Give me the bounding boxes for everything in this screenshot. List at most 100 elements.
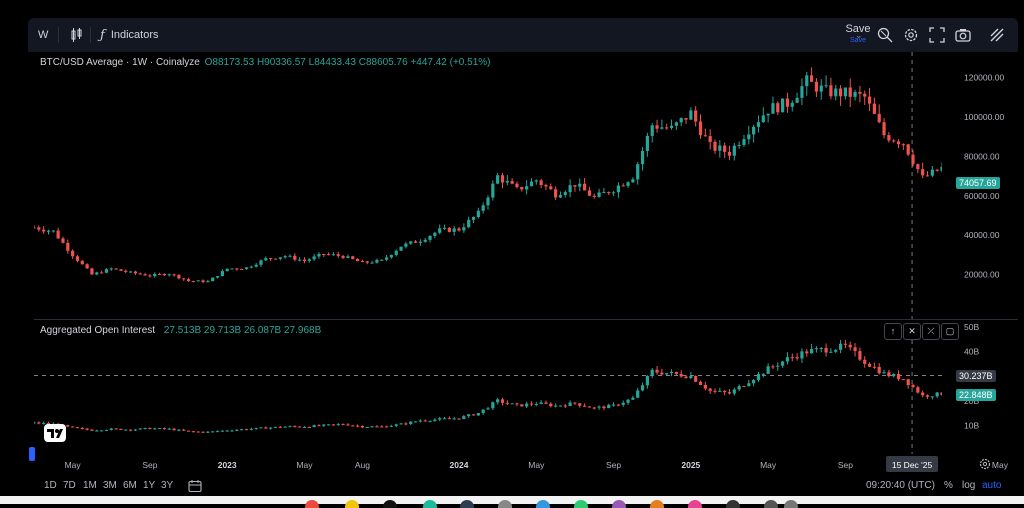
taskbar-app-icon[interactable] [305,500,319,508]
range-1d[interactable]: 1D [44,480,57,491]
oi-candle [42,423,46,425]
top-toolbar: W ƒ Indicators Save Save ⌄ [28,18,1018,52]
price-candle [442,227,447,229]
taskbar-app-icon[interactable] [574,500,588,508]
range-7d[interactable]: 7D [63,480,76,491]
price-candle [211,277,215,282]
oi-tick-label: 50B [964,322,979,332]
time-tick-label: 2025 [681,460,700,470]
oi-candle [858,351,862,360]
oi-candle [496,399,500,403]
drawing-tools-icon[interactable] [988,26,1006,44]
candles-style-button[interactable] [70,18,84,52]
oi-candle [322,424,326,426]
save-button[interactable]: Save Save [845,23,871,45]
price-candle [698,121,703,136]
oi-candle [162,428,167,430]
price-candle [737,144,741,146]
function-icon: ƒ [100,27,105,43]
gear-icon[interactable] [902,26,920,44]
price-candle [491,183,495,198]
quick-search-icon[interactable] [876,26,894,44]
tradingview-logo-icon[interactable] [44,424,66,442]
indicators-button[interactable]: ƒ Indicators [100,27,159,43]
taskbar-app-icon[interactable] [726,500,740,508]
price-candle [428,235,432,240]
taskbar-app-icon[interactable] [688,500,702,508]
chart-canvas[interactable] [34,52,942,454]
oi-candle [327,424,331,426]
price-candle [341,255,345,258]
range-6m[interactable]: 6M [123,480,137,491]
oi-candle [191,431,195,433]
range-3y[interactable]: 3Y [161,480,174,491]
price-candle [669,125,674,128]
move-pane-up-icon[interactable]: ↑ [884,323,902,340]
log-toggle[interactable]: log [962,480,976,491]
oi-candle [215,431,220,433]
utc-clock[interactable]: 09:20:40 (UTC) [866,480,935,491]
taskbar-app-icon[interactable] [345,500,359,508]
chart-window [28,18,1018,496]
range-1y[interactable]: 1Y [143,480,156,491]
oi-candle [186,430,191,432]
taskbar-app-icon[interactable] [612,500,626,508]
price-candle [650,125,654,136]
taskbar-app-icon[interactable] [498,500,512,508]
price-candle [607,192,611,194]
percent-toggle[interactable]: % [944,480,953,491]
price-candle [399,246,403,251]
oi-candle [510,403,514,405]
taskbar-app-icon[interactable] [650,500,664,508]
price-candle [109,268,113,270]
auto-toggle[interactable]: auto [982,480,1002,491]
taskbar-app-icon[interactable] [764,500,778,508]
taskbar-app-icon[interactable] [536,500,550,508]
price-candle [723,145,727,152]
chevron-down-icon[interactable]: ⌄ [855,29,863,40]
oi-candle [940,392,942,395]
time-tick-label: Aug [355,460,370,470]
price-candle [34,227,36,229]
oi-candle [394,424,398,426]
left-panel-handle[interactable] [29,447,35,461]
oi-candle [877,366,881,374]
interval-button[interactable]: W [38,29,49,41]
taskbar-app-icon[interactable] [383,500,397,508]
taskbar-app-icon[interactable] [423,500,437,508]
time-tick-label: May [296,460,313,470]
taskbar-app-icon[interactable] [460,500,474,508]
price-candle [621,185,625,187]
oi-candle [462,416,466,419]
fullscreen-icon[interactable] [928,26,946,44]
pane-divider[interactable] [34,319,1018,320]
time-tick-label: May [65,460,82,470]
price-candle [196,280,200,282]
price-candle [892,140,896,142]
oi-candle [457,418,461,420]
price-candle [834,88,838,97]
maximize-pane-icon[interactable]: ▢ [941,323,959,340]
oi-candle [249,428,253,430]
oi-candle [230,430,234,432]
oi-candle [220,430,224,432]
taskbar-app-icon[interactable] [784,500,798,508]
close-pane-icon[interactable]: ✕ [903,323,921,340]
range-3m[interactable]: 3M [103,480,117,491]
price-candle [457,228,461,231]
oi-candle [201,431,205,433]
price-candle [563,192,567,196]
oi-title[interactable]: Aggregated Open Interest [40,325,156,336]
price-candle [138,273,142,275]
oi-candle [684,376,688,379]
camera-icon[interactable] [954,26,972,44]
calendar-icon[interactable] [188,479,202,493]
price-candle [418,241,422,243]
oi-candle [259,427,263,429]
symbol-title[interactable]: BTC/USD Average · 1W · Coinalyze [40,57,200,68]
range-1m[interactable]: 1M [83,480,97,491]
price-candle [264,258,268,261]
time-axis[interactable]: May Sep 2023 May Aug 2024 May Sep 2025 May Sep May 1… [34,454,1018,476]
price-candle [133,271,138,274]
collapse-pane-icon[interactable]: ⤫ [922,323,940,340]
